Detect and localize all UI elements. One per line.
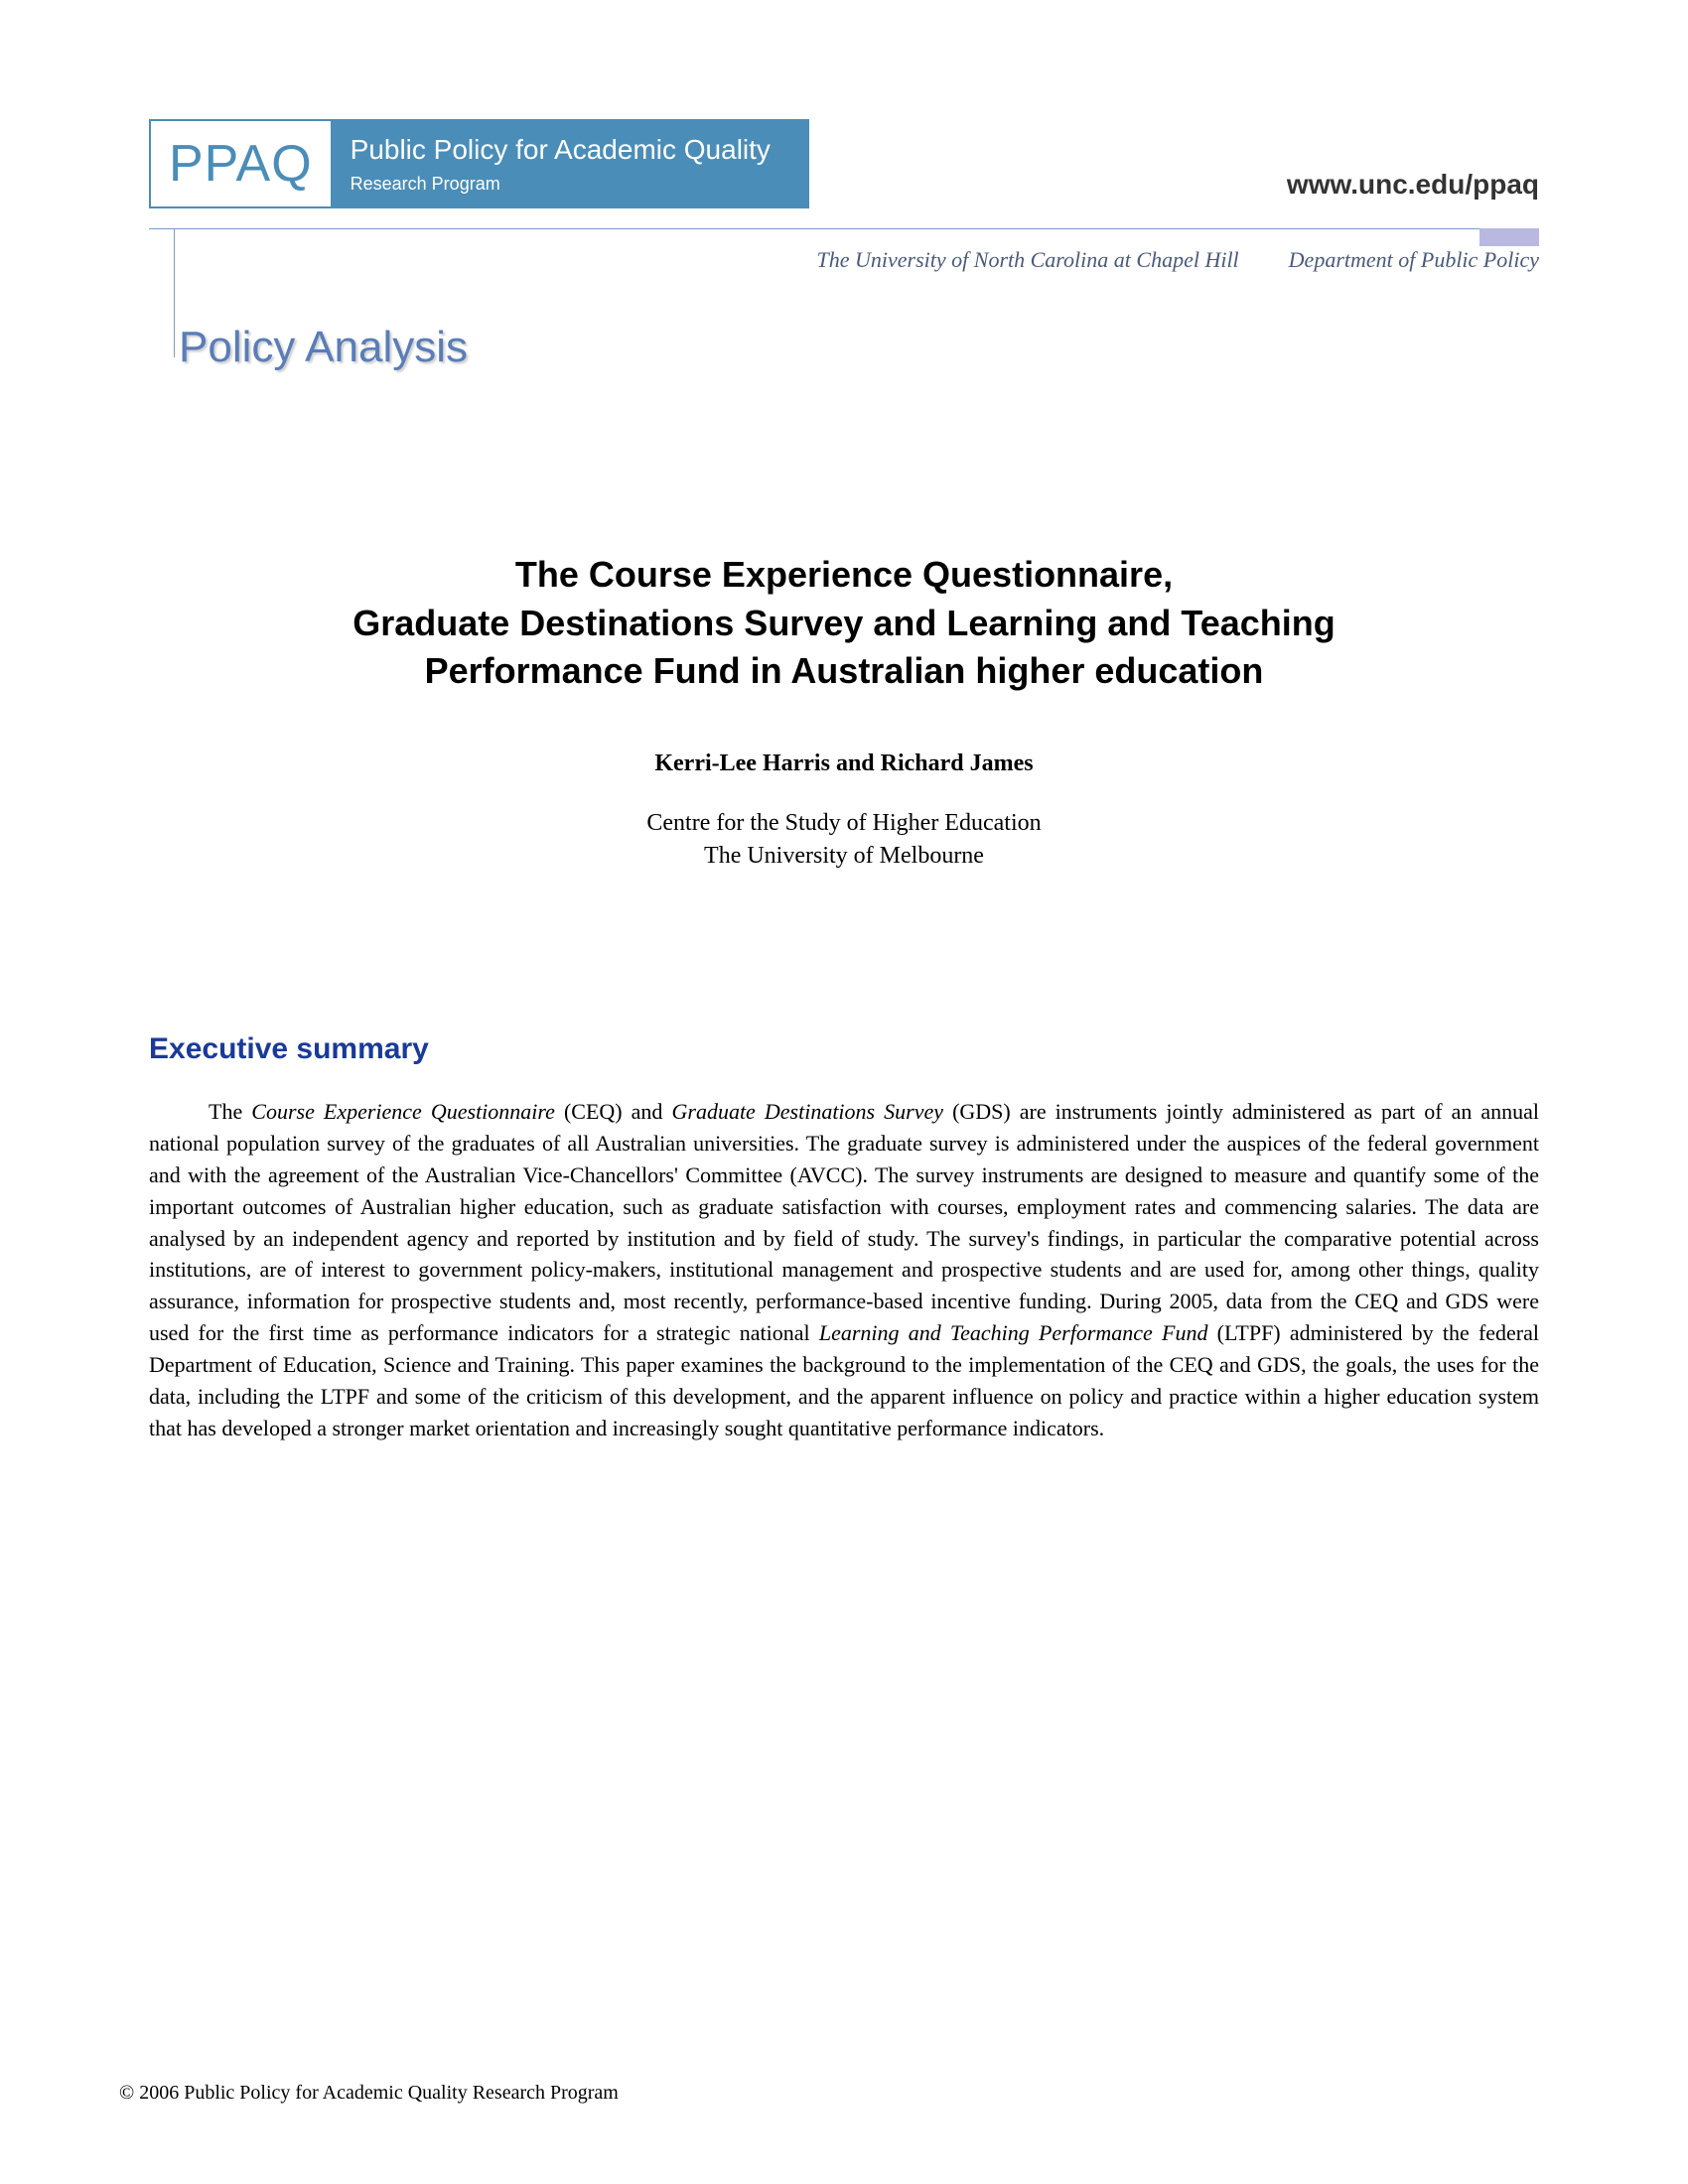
logo-acronym-box: PPAQ — [151, 121, 331, 206]
title-line-3: Performance Fund in Australian higher ed… — [425, 650, 1264, 691]
website-url: www.unc.edu/ppaq — [1287, 169, 1539, 201]
ppaq-logo: PPAQ Public Policy for Academic Quality … — [149, 119, 809, 208]
copyright-footer: © 2006 Public Policy for Academic Qualit… — [119, 2082, 619, 2105]
authors: Kerri-Lee Harris and Richard James — [149, 751, 1539, 777]
document-title: The Course Experience Questionnaire, Gra… — [149, 551, 1539, 696]
logo-row: PPAQ Public Policy for Academic Quality … — [149, 119, 1539, 208]
title-line-2: Graduate Destinations Survey and Learnin… — [352, 603, 1336, 643]
affiliation-line-1: Centre for the Study of Higher Education — [646, 810, 1041, 836]
document-header: PPAQ Public Policy for Academic Quality … — [149, 119, 1539, 273]
section-label: Policy Analysis — [179, 323, 1539, 372]
logo-title: Public Policy for Academic Quality — [351, 134, 777, 166]
vertical-rule — [174, 228, 175, 357]
logo-title-box: Public Policy for Academic Quality Resea… — [331, 121, 807, 206]
title-line-1: The Course Experience Questionnaire, — [515, 554, 1173, 595]
department-name: Department of Public Policy — [1289, 247, 1539, 273]
executive-summary-heading: Executive summary — [149, 1032, 1539, 1066]
logo-subtitle: Research Program — [351, 174, 777, 195]
affiliation-line-2: The University of Melbourne — [704, 843, 984, 869]
header-accent-bar — [1479, 228, 1539, 246]
subheader-row: The University of North Carolina at Chap… — [149, 247, 1539, 273]
university-name: The University of North Carolina at Chap… — [817, 247, 1239, 273]
affiliation: Centre for the Study of Higher Education… — [149, 807, 1539, 874]
header-divider — [149, 228, 1539, 229]
logo-acronym: PPAQ — [169, 134, 313, 194]
executive-summary-body: The Course Experience Questionnaire (CEQ… — [149, 1096, 1539, 1444]
